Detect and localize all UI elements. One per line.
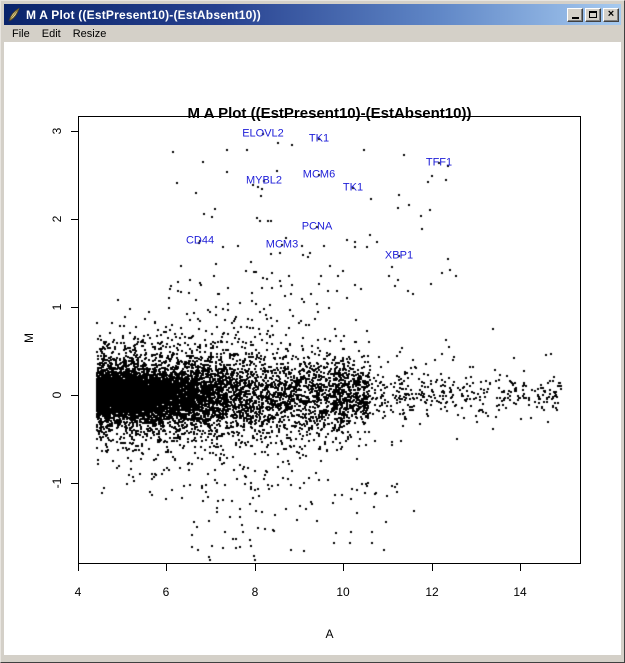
y-tick bbox=[71, 307, 78, 308]
minimize-button[interactable] bbox=[567, 7, 583, 22]
x-tick-label: 14 bbox=[513, 585, 527, 599]
y-tick bbox=[71, 219, 78, 220]
y-tick-label: -1 bbox=[50, 477, 64, 489]
window-controls: × bbox=[567, 7, 619, 22]
x-tick-label: 6 bbox=[162, 585, 170, 599]
y-tick-label: 3 bbox=[50, 127, 64, 135]
menu-edit[interactable]: Edit bbox=[41, 27, 61, 40]
y-axis-label: M bbox=[22, 333, 36, 343]
gene-label-elovl2: ELOVL2 bbox=[242, 127, 284, 140]
close-icon: × bbox=[607, 8, 615, 20]
maximize-button[interactable] bbox=[585, 7, 601, 22]
y-tick bbox=[71, 483, 78, 484]
x-tick bbox=[432, 564, 433, 571]
menu-bar: File Edit Resize bbox=[4, 25, 621, 42]
y-tick-label: 0 bbox=[50, 391, 64, 399]
x-tick-label: 12 bbox=[425, 585, 439, 599]
gene-label-mybl2: MYBL2 bbox=[245, 174, 283, 187]
gene-label-cd44: CD44 bbox=[185, 234, 215, 247]
feather-icon bbox=[6, 7, 22, 23]
plot-frame bbox=[78, 116, 581, 564]
gene-label-xbp1: XBP1 bbox=[384, 249, 414, 262]
y-tick-label: 2 bbox=[50, 215, 64, 223]
gene-label-mcm3: MCM3 bbox=[265, 238, 299, 251]
plot-area: M A Plot ((EstPresent10)-(EstAbsent10)) … bbox=[4, 42, 621, 655]
menu-file[interactable]: File bbox=[12, 27, 30, 40]
x-tick bbox=[78, 564, 79, 571]
close-button[interactable]: × bbox=[603, 7, 619, 22]
gene-label-tk1: TK1 bbox=[308, 132, 330, 145]
maximize-icon bbox=[589, 11, 597, 18]
x-tick bbox=[520, 564, 521, 571]
gene-label-tff1: TFF1 bbox=[425, 156, 453, 169]
x-tick-label: 8 bbox=[251, 585, 259, 599]
menu-resize[interactable]: Resize bbox=[72, 27, 107, 40]
x-tick bbox=[343, 564, 344, 571]
x-axis-label: A bbox=[325, 627, 334, 641]
x-tick bbox=[166, 564, 167, 571]
x-tick bbox=[255, 564, 256, 571]
y-tick bbox=[71, 395, 78, 396]
y-tick-label: 1 bbox=[50, 303, 64, 311]
gene-label-pcna: PCNA bbox=[301, 220, 333, 233]
scatter-points-canvas bbox=[78, 116, 581, 564]
x-tick-label: 4 bbox=[74, 585, 82, 599]
window-title: M A Plot ((EstPresent10)-(EstAbsent10)) bbox=[26, 7, 261, 22]
title-bar[interactable]: M A Plot ((EstPresent10)-(EstAbsent10)) … bbox=[4, 4, 621, 25]
minimize-icon bbox=[571, 17, 579, 19]
gene-label-mcm6: MCM6 bbox=[302, 168, 336, 181]
y-tick bbox=[71, 131, 78, 132]
x-tick-label: 10 bbox=[336, 585, 350, 599]
gene-label-tk1: TK1 bbox=[342, 181, 364, 194]
